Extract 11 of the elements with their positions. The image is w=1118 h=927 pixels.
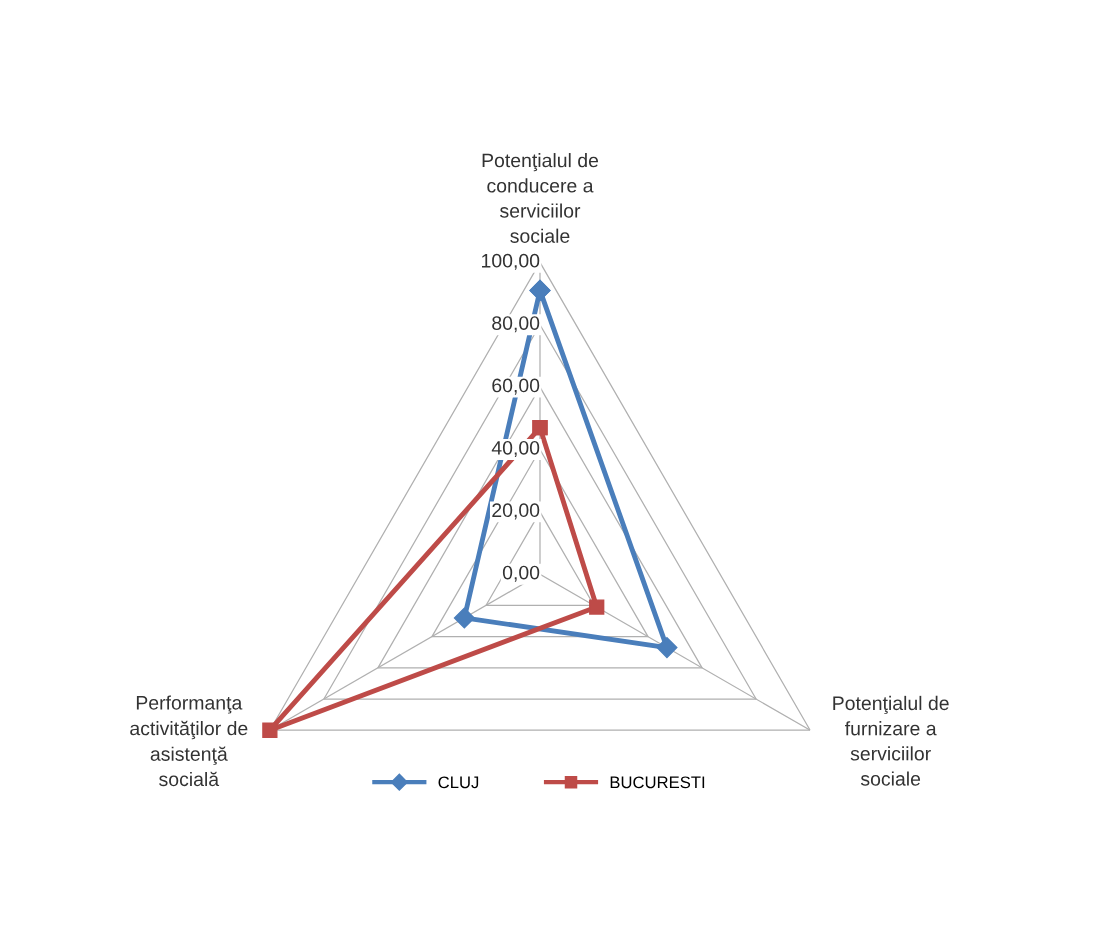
y-tick-label: 100,00 [482, 253, 540, 270]
legend-label: BUCURESTI [610, 776, 705, 789]
spoke-label: Potenţialul de furnizare a serviciilor sociale [833, 695, 949, 786]
spoke-label: Potenţialul de conducere a serviciilor sociale [482, 153, 599, 243]
y-tick-label: 0,00 [502, 565, 540, 582]
y-tick-label: 80,00 [492, 316, 540, 333]
spoke-label: Performanţa activităţilor de asistenţă socială [130, 695, 248, 787]
legend-label: CLUJ [438, 776, 479, 789]
y-tick-label: 20,00 [492, 503, 540, 520]
y-tick-label: 40,00 [491, 440, 540, 458]
y-tick-label: 60,00 [492, 378, 540, 395]
